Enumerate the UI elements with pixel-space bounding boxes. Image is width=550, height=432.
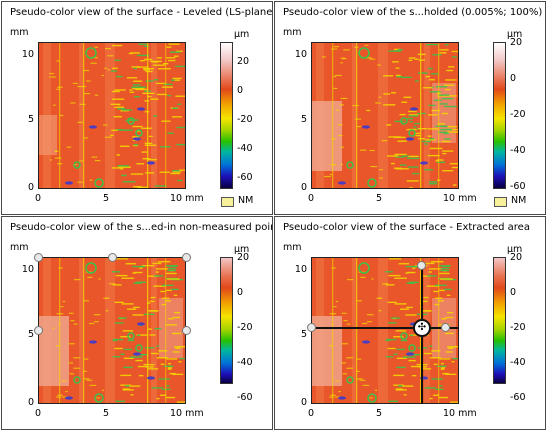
x-tick: 0 [308, 408, 315, 419]
colorbar-unit: µm [507, 29, 523, 40]
panel-title: Pseudo-color view of the s...holded (0.0… [283, 7, 543, 18]
panel-title: Pseudo-color view of the s...ed-in non-m… [10, 222, 273, 233]
crosshair-handle-right[interactable] [441, 323, 450, 332]
x-tick: 5 [376, 408, 383, 419]
colorbar-tick: -40 [510, 145, 526, 156]
x-tick: 5 [103, 408, 110, 419]
y-tick: 10 [294, 264, 307, 275]
crosshair-handle-top[interactable] [417, 261, 426, 270]
colorbar-tick: -20 [510, 109, 526, 120]
surface-map [39, 258, 185, 403]
colorbar-tick: 20 [237, 252, 250, 263]
resize-handle-top[interactable] [108, 253, 117, 262]
y-tick: 0 [300, 182, 307, 193]
colorbar [220, 257, 233, 384]
y-axis-unit: mm [10, 27, 29, 38]
y-tick: 10 [21, 264, 34, 275]
y-tick: 5 [27, 329, 34, 340]
colorbar-tick: -20 [237, 114, 253, 125]
colorbar-tick: -60 [237, 392, 253, 403]
y-tick: 0 [27, 397, 34, 408]
panel-leveled[interactable]: Pseudo-color view of the surface - Level… [1, 1, 273, 215]
crosshair-center-handle[interactable]: ✣ [413, 319, 431, 337]
resize-handle-top-right[interactable] [182, 253, 191, 262]
crosshair-handle-left[interactable] [307, 323, 316, 332]
resize-handle-left[interactable] [34, 326, 43, 335]
y-tick: 5 [27, 114, 34, 125]
colorbar [220, 42, 233, 189]
colorbar-tick: -40 [237, 143, 253, 154]
panel-title: Pseudo-color view of the surface - Extra… [283, 222, 530, 233]
colorbar-tick: 20 [237, 56, 250, 67]
colorbar [493, 42, 506, 189]
surface-plot[interactable] [38, 42, 186, 189]
y-tick: 10 [294, 49, 307, 60]
surface-plot[interactable] [311, 42, 459, 189]
colorbar-tick: -60 [510, 181, 526, 192]
colorbar-tick: -20 [510, 322, 526, 333]
y-tick: 0 [27, 182, 34, 193]
colorbar-tick: 0 [510, 287, 517, 298]
y-tick: 5 [300, 329, 307, 340]
panel-extracted-area[interactable]: Pseudo-color view of the surface - Extra… [274, 216, 546, 430]
colorbar-tick: -20 [237, 322, 253, 333]
x-tick: 0 [308, 193, 315, 204]
surface-map [39, 43, 185, 188]
colorbar-tick: 0 [510, 73, 517, 84]
y-axis-unit: mm [283, 27, 302, 38]
colorbar-unit: µm [507, 244, 523, 255]
colorbar-tick: 20 [510, 252, 523, 263]
x-tick: 10 mm [443, 193, 477, 204]
colorbar-tick: -60 [510, 392, 526, 403]
surface-plot[interactable] [311, 257, 459, 404]
colorbar [493, 257, 506, 384]
y-tick: 0 [300, 397, 307, 408]
colorbar-tick: -40 [237, 357, 253, 368]
x-tick: 5 [103, 193, 110, 204]
colorbar-tick: -40 [510, 357, 526, 368]
panel-thresholded[interactable]: Pseudo-color view of the s...holded (0.0… [274, 1, 546, 215]
panel-title: Pseudo-color view of the surface - Level… [10, 7, 273, 18]
surface-map [312, 43, 458, 188]
resize-handle-top-left[interactable] [34, 253, 43, 262]
nm-legend-label: NM [238, 195, 254, 206]
x-tick: 5 [376, 193, 383, 204]
nm-legend-swatch [494, 197, 507, 207]
x-tick: 10 mm [170, 193, 204, 204]
colorbar-unit: µm [234, 29, 250, 40]
colorbar-unit: µm [234, 244, 250, 255]
x-tick: 0 [35, 193, 42, 204]
panel-filled-in[interactable]: Pseudo-color view of the s...ed-in non-m… [1, 216, 273, 430]
x-tick: 10 mm [170, 408, 204, 419]
x-tick: 0 [35, 408, 42, 419]
y-tick: 10 [21, 49, 34, 60]
surface-map [312, 258, 458, 403]
colorbar-tick: 20 [510, 37, 523, 48]
y-axis-unit: mm [10, 242, 29, 253]
surface-plot[interactable] [38, 257, 186, 404]
colorbar-tick: 0 [237, 85, 244, 96]
move-icon: ✣ [417, 322, 427, 333]
colorbar-tick: 0 [237, 287, 244, 298]
crosshair-horizontal-line[interactable] [311, 327, 459, 329]
resize-handle-right[interactable] [182, 326, 191, 335]
colorbar-tick: -60 [237, 172, 253, 183]
y-tick: 5 [300, 114, 307, 125]
y-axis-unit: mm [283, 242, 302, 253]
x-tick: 10 mm [443, 408, 477, 419]
nm-legend-swatch [221, 197, 234, 207]
nm-legend-label: NM [511, 195, 527, 206]
